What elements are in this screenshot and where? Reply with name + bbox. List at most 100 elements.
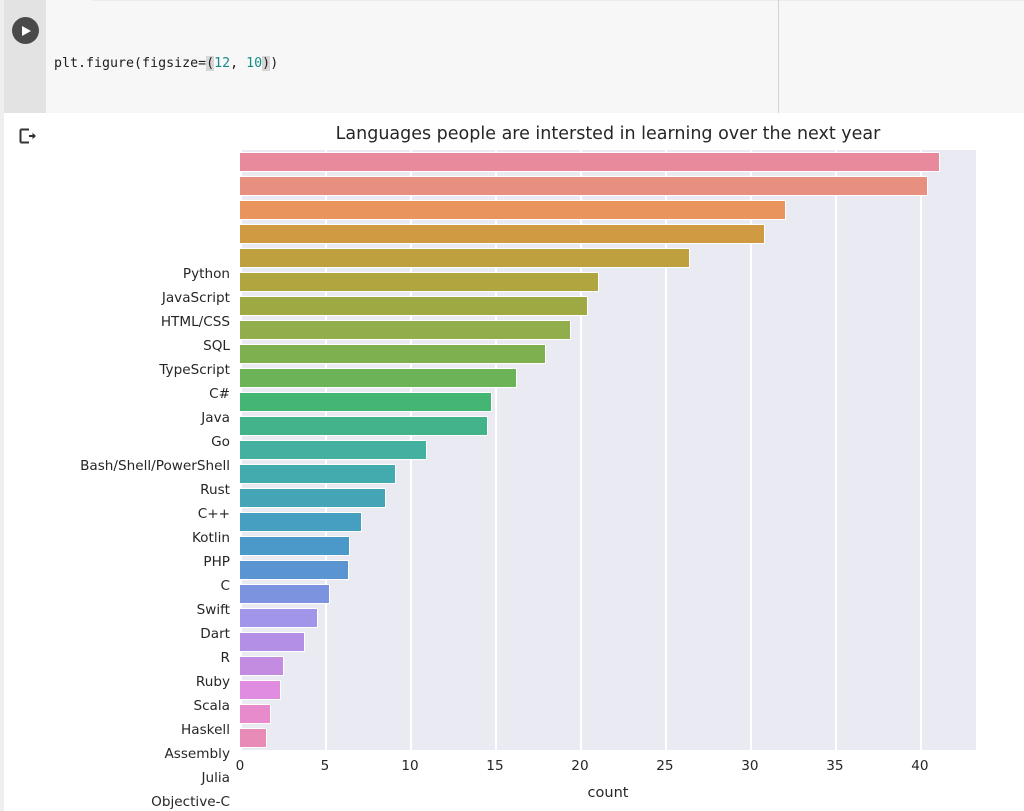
code-comma: , xyxy=(230,56,247,72)
gridline-x-35 xyxy=(834,150,837,750)
bar-row xyxy=(240,728,976,748)
y-tick-bash-shell-powershell: Bash/Shell/PowerShell xyxy=(80,458,230,474)
bar-java xyxy=(240,296,589,316)
y-tick-javascript: JavaScript xyxy=(161,290,230,306)
bar-assembly xyxy=(240,632,305,652)
bar-row xyxy=(240,440,976,460)
play-icon xyxy=(22,25,31,36)
bar-row xyxy=(240,320,976,340)
editor-top-divider xyxy=(92,0,1024,1)
bar-julia xyxy=(240,656,285,676)
chart-title: Languages people are intersted in learni… xyxy=(335,124,881,144)
bar-row xyxy=(240,536,976,556)
y-tick-html-css: HTML/CSS xyxy=(160,314,230,330)
bar-row xyxy=(240,248,976,268)
bar-row xyxy=(240,464,976,484)
bar-row xyxy=(240,368,976,388)
x-tick-0: 0 xyxy=(235,758,245,774)
code-line-1-part-a: plt.figure(figsize= xyxy=(54,56,207,72)
output-export-icon-svg xyxy=(19,128,36,144)
bar-row xyxy=(240,296,976,316)
bar-row xyxy=(240,152,976,172)
bar-c- xyxy=(240,272,599,292)
bar-objective-c xyxy=(240,680,281,700)
y-tick-rust: Rust xyxy=(200,482,230,498)
x-tick-10: 10 xyxy=(401,758,419,774)
x-tick-20: 20 xyxy=(571,758,589,774)
bar-haskell xyxy=(240,608,319,628)
bar-python xyxy=(240,152,941,172)
bar-php xyxy=(240,440,427,460)
code-editor[interactable]: plt.figure(figsize=(12, 10)) sns.barplot… xyxy=(46,0,1024,318)
code-number-10: 10 xyxy=(246,56,263,72)
plot-area xyxy=(240,150,976,750)
y-tick-dart: Dart xyxy=(200,626,230,642)
bar-kotlin xyxy=(240,416,489,436)
y-tick-r: R xyxy=(220,650,230,666)
bar-typescript xyxy=(240,248,691,268)
y-tick-java: Java xyxy=(201,410,230,426)
x-tick-5: 5 xyxy=(320,758,330,774)
output-left-rail xyxy=(0,113,4,811)
y-tick-assembly: Assembly xyxy=(164,746,230,762)
y-tick-kotlin: Kotlin xyxy=(191,530,230,546)
editor-column-ruler xyxy=(778,0,779,113)
y-tick-c-: C# xyxy=(209,386,230,402)
bar-r xyxy=(240,536,351,556)
y-tick-julia: Julia xyxy=(201,770,230,786)
bar-html-css xyxy=(240,200,786,220)
bar-row xyxy=(240,560,976,580)
y-tick-sql: SQL xyxy=(203,338,230,354)
bar-row xyxy=(240,200,976,220)
x-tick-40: 40 xyxy=(911,758,929,774)
run-cell-button[interactable] xyxy=(12,17,39,44)
y-tick-swift: Swift xyxy=(196,602,230,618)
y-tick-ruby: Ruby xyxy=(195,674,230,690)
bar-scala xyxy=(240,584,331,604)
gridline-x-15 xyxy=(494,150,497,750)
matplotlib-figure: Languages people are intersted in learni… xyxy=(0,113,1024,811)
bar-c- xyxy=(240,392,492,412)
y-tick-c-: C++ xyxy=(197,506,230,522)
bar-javascript xyxy=(240,176,929,196)
y-tick-objective-c: Objective-C xyxy=(151,794,230,810)
code-line-1[interactable]: plt.figure(figsize=(12, 10)) xyxy=(54,54,1024,75)
bar-row xyxy=(240,632,976,652)
bar-ruby xyxy=(240,560,349,580)
bar-dart xyxy=(240,512,363,532)
bar-row xyxy=(240,608,976,628)
bar-sql xyxy=(240,224,766,244)
gridline-x-25 xyxy=(664,150,667,750)
code-cell: plt.figure(figsize=(12, 10)) sns.barplot… xyxy=(0,0,1024,318)
y-tick-typescript: TypeScript xyxy=(159,362,230,378)
gridline-x-40 xyxy=(919,150,922,750)
output-export-icon[interactable] xyxy=(18,127,38,145)
bar-swift xyxy=(240,488,387,508)
bar-row xyxy=(240,656,976,676)
bar-row xyxy=(240,584,976,604)
bar-bash-shell-powershell xyxy=(240,344,546,364)
bar-row xyxy=(240,704,976,724)
gridline-x-30 xyxy=(749,150,752,750)
bar-row xyxy=(240,680,976,700)
x-axis-title: count xyxy=(587,785,629,801)
y-tick-python: Python xyxy=(182,266,230,282)
cell-left-rail xyxy=(0,0,4,113)
bar-row xyxy=(240,416,976,436)
y-tick-c: C xyxy=(220,578,231,594)
y-tick-haskell: Haskell xyxy=(181,722,230,738)
bar-c xyxy=(240,464,397,484)
bar-go xyxy=(240,320,572,340)
bar-row xyxy=(240,272,976,292)
bar-row xyxy=(240,344,976,364)
x-tick-35: 35 xyxy=(826,758,844,774)
bar-row xyxy=(240,512,976,532)
code-number-12: 12 xyxy=(214,56,231,72)
y-tick-go: Go xyxy=(211,434,230,450)
gridline-x-20 xyxy=(579,150,582,750)
code-paren-close: ) xyxy=(262,56,271,72)
bar-row xyxy=(240,488,976,508)
code-line-1-end: ) xyxy=(270,56,279,72)
bar-perl xyxy=(240,704,271,724)
